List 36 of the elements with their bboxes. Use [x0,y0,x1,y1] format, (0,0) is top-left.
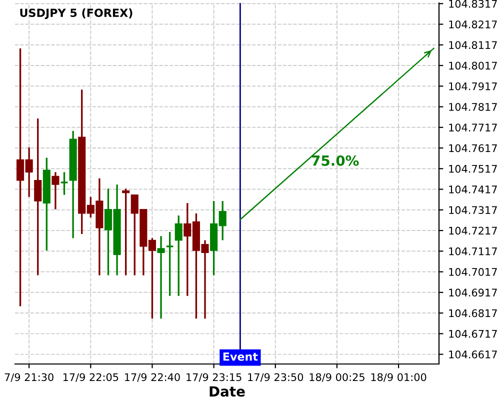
candlestick [122,188,130,276]
y-tick-label: 104.8217 [449,20,497,28]
candlestick [52,171,60,210]
y-tick-label: 104.7117 [449,247,497,256]
x-tick-label: 17/9 22:40 [125,373,180,382]
y-tick-label: 104.6917 [449,288,497,297]
x-tick-label: 18/9 01:00 [371,373,426,382]
candlestick [157,235,165,320]
candlestick [34,118,42,276]
x-tick-label: 7/9 21:30 [4,373,54,382]
y-tick-label: 104.8017 [449,62,497,70]
candlestick [174,214,182,297]
y-tick-label: 104.8317 [449,0,497,8]
y-tick-label: 104.7617 [449,144,497,152]
y-tick-label: 104.7217 [449,226,497,235]
x-tick-label: 17/9 22:05 [63,373,118,382]
x-tick-label: 17/9 23:15 [186,373,242,382]
ref-line-label: Event [223,352,258,361]
annotation: 75.0% [312,155,359,166]
y-tick-label: 104.6817 [449,309,497,318]
y-tick-label: 104.7017 [449,268,497,276]
y-tick-label: 104.7717 [449,124,497,132]
y-tick-label: 104.6717 [449,330,497,338]
x-tick-label: 18/9 00:25 [310,373,364,382]
y-tick-label: 104.7417 [449,186,497,194]
chart-title: USDJPY 5 (FOREX) [20,8,132,20]
y-tick-label: 104.7317 [449,206,497,214]
x-axis-title: Date [210,386,245,397]
x-tick-label: 17/9 23:50 [248,373,304,382]
y-tick-label: 104.7517 [449,164,497,173]
candlestick [166,231,174,297]
candlestick [60,171,69,196]
y-tick-label: 104.8117 [449,41,497,49]
y-tick-label: 104.7817 [449,102,497,111]
y-tick-label: 104.6617 [449,350,497,358]
y-tick-label: 104.7917 [449,82,497,90]
